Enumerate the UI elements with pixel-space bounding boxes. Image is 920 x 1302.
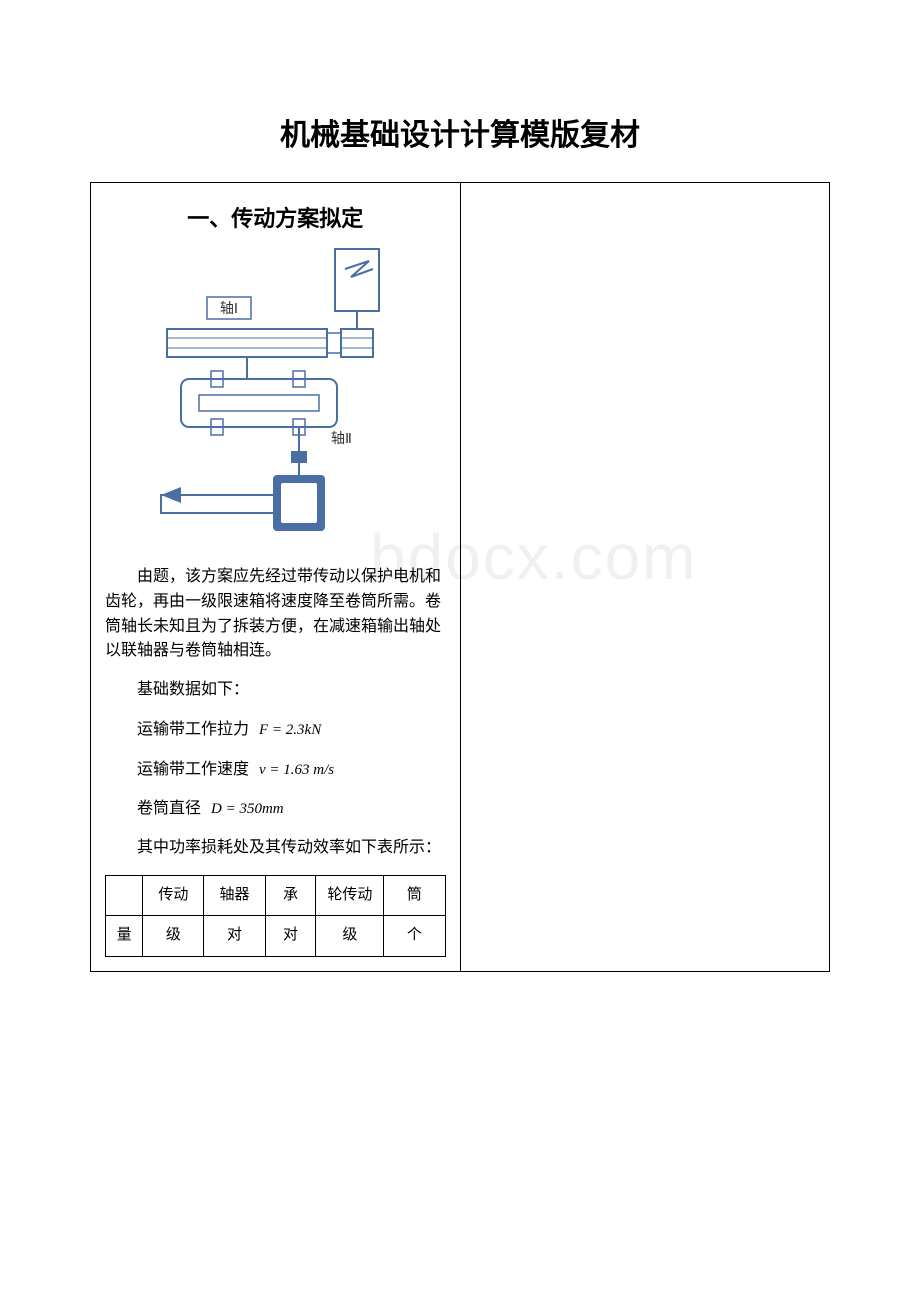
layout-table: 一、传动方案拟定 轴Ⅰ xyxy=(90,182,830,972)
param-diameter-value: D = 350mm xyxy=(211,801,284,817)
table-cell: 个 xyxy=(384,916,445,957)
svg-text:轴Ⅰ: 轴Ⅰ xyxy=(220,301,238,317)
param-force: 运输带工作拉力 F = 2.3kN xyxy=(105,717,446,743)
efficiency-table: 传动 轴器 承 轮传动 筒 量 级 对 对 级 个 xyxy=(105,875,446,957)
table-row: 传动 轴器 承 轮传动 筒 xyxy=(106,875,446,916)
transmission-diagram: 轴Ⅰ xyxy=(145,243,405,553)
table-cell: 级 xyxy=(316,916,384,957)
table-row: 量 级 对 对 级 个 xyxy=(106,916,446,957)
table-cell: 量 xyxy=(106,916,143,957)
param-diameter-label: 卷筒直径 xyxy=(137,800,201,817)
table-cell: 对 xyxy=(204,916,265,957)
left-column: 一、传动方案拟定 轴Ⅰ xyxy=(91,183,461,972)
right-column xyxy=(460,183,830,972)
table-cell: 轴器 xyxy=(204,875,265,916)
param-force-label: 运输带工作拉力 xyxy=(137,721,249,738)
table-cell: 承 xyxy=(265,875,316,916)
table-cell: 对 xyxy=(265,916,316,957)
table-cell: 级 xyxy=(143,916,204,957)
document-title: 机械基础设计计算模版复材 xyxy=(90,110,830,154)
param-speed: 运输带工作速度 v = 1.63 m/s xyxy=(105,757,446,783)
param-speed-label: 运输带工作速度 xyxy=(137,761,249,778)
param-force-value: F = 2.3kN xyxy=(259,722,321,738)
page-container: 机械基础设计计算模版复材 一、传动方案拟定 轴Ⅰ xyxy=(0,0,920,1012)
svg-text:轴Ⅱ: 轴Ⅱ xyxy=(331,431,352,447)
table-cell: 传动 xyxy=(143,875,204,916)
paragraph-basedata: 基础数据如下： xyxy=(105,678,446,703)
section-heading: 一、传动方案拟定 xyxy=(105,201,446,233)
paragraph-description: 由题，该方案应先经过带传动以保护电机和齿轮，再由一级限速箱将速度降至卷筒所需。卷… xyxy=(105,565,446,664)
paragraph-efficiency: 其中功率损耗处及其传动效率如下表所示： xyxy=(105,836,446,861)
param-diameter: 卷筒直径 D = 350mm xyxy=(105,796,446,822)
table-cell: 筒 xyxy=(384,875,445,916)
table-cell xyxy=(106,875,143,916)
param-speed-value: v = 1.63 m/s xyxy=(259,762,334,778)
table-cell: 轮传动 xyxy=(316,875,384,916)
